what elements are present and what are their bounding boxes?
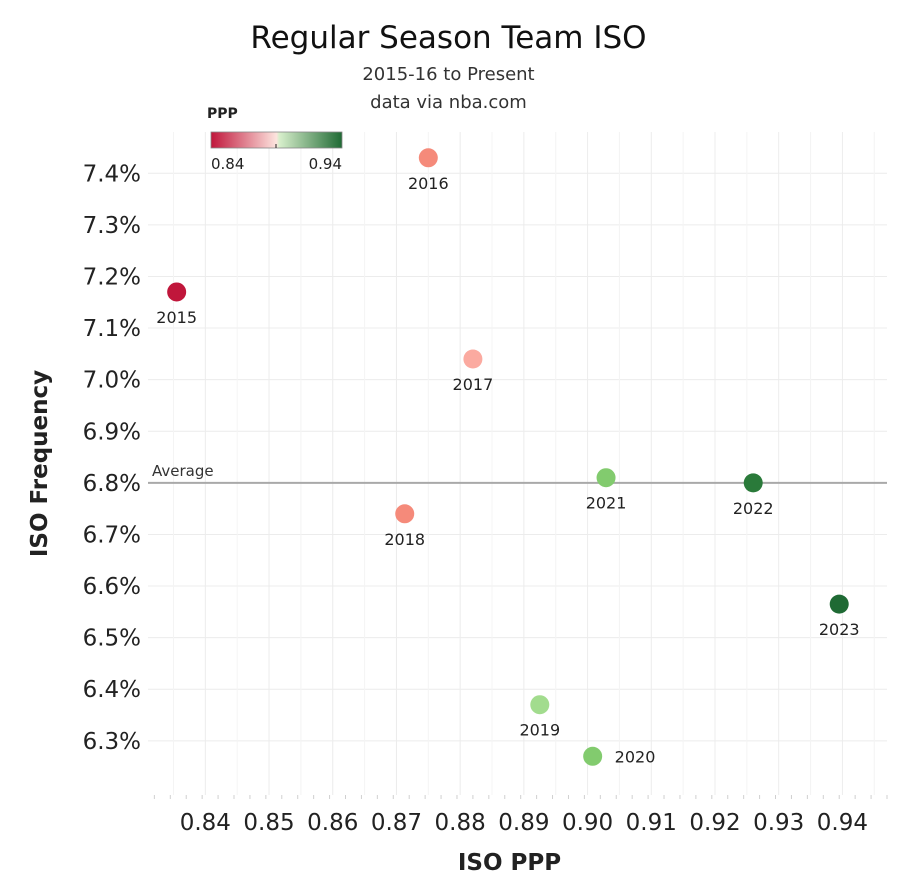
x-tick-label: 0.86	[307, 810, 358, 836]
y-tick-label: 6.8%	[83, 471, 141, 497]
data-point	[743, 473, 763, 493]
x-tick-label: 0.92	[689, 810, 740, 836]
y-tick-label: 6.9%	[83, 419, 141, 445]
data-point	[530, 695, 550, 715]
legend-min-label: 0.84	[211, 155, 244, 173]
data-point	[829, 594, 849, 614]
y-axis-title: ISO Frequency	[27, 370, 53, 557]
point-label: 2020	[615, 747, 656, 766]
y-tick-label: 7.3%	[83, 213, 141, 239]
average-label: Average	[152, 462, 214, 480]
grid-lines	[148, 132, 888, 799]
data-point	[395, 504, 415, 524]
y-tick-label: 6.5%	[83, 626, 141, 652]
point-label: 2021	[586, 494, 627, 513]
y-tick-label: 6.3%	[83, 729, 141, 755]
point-label: 2015	[156, 308, 197, 327]
y-tick-label: 7.1%	[83, 316, 141, 342]
y-tick-label: 6.6%	[83, 574, 141, 600]
point-label: 2017	[453, 375, 494, 394]
y-tick-label: 7.0%	[83, 368, 141, 394]
y-tick-label: 7.4%	[83, 161, 141, 187]
data-point	[583, 746, 603, 766]
chart-title: Regular Season Team ISO	[250, 20, 647, 56]
x-tick-label: 0.85	[243, 810, 294, 836]
x-tick-label: 0.93	[753, 810, 804, 836]
x-axis-title: ISO PPP	[458, 850, 561, 876]
x-tick-label: 0.88	[435, 810, 486, 836]
data-point	[418, 148, 438, 168]
point-label: 2018	[384, 530, 425, 549]
chart-subtitle: 2015-16 to Present	[362, 64, 535, 85]
x-tick-label: 0.94	[817, 810, 868, 836]
point-label: 2019	[519, 721, 560, 740]
point-label: 2022	[733, 499, 774, 518]
point-label: 2023	[819, 620, 860, 639]
legend-title: PPP	[207, 106, 238, 122]
legend-max-label: 0.94	[309, 155, 342, 173]
data-point	[596, 468, 616, 488]
x-tick-label: 0.84	[180, 810, 231, 836]
x-tick-label: 0.90	[562, 810, 613, 836]
x-tick-label: 0.89	[498, 810, 549, 836]
x-tick-label: 0.91	[626, 810, 677, 836]
y-tick-label: 6.7%	[83, 522, 141, 548]
data-point	[167, 282, 187, 302]
y-tick-label: 7.2%	[83, 264, 141, 290]
data-point	[463, 349, 483, 369]
point-label: 2016	[408, 174, 449, 193]
chart-source: data via nba.com	[370, 92, 527, 113]
y-tick-label: 6.4%	[83, 677, 141, 703]
x-tick-label: 0.87	[371, 810, 422, 836]
